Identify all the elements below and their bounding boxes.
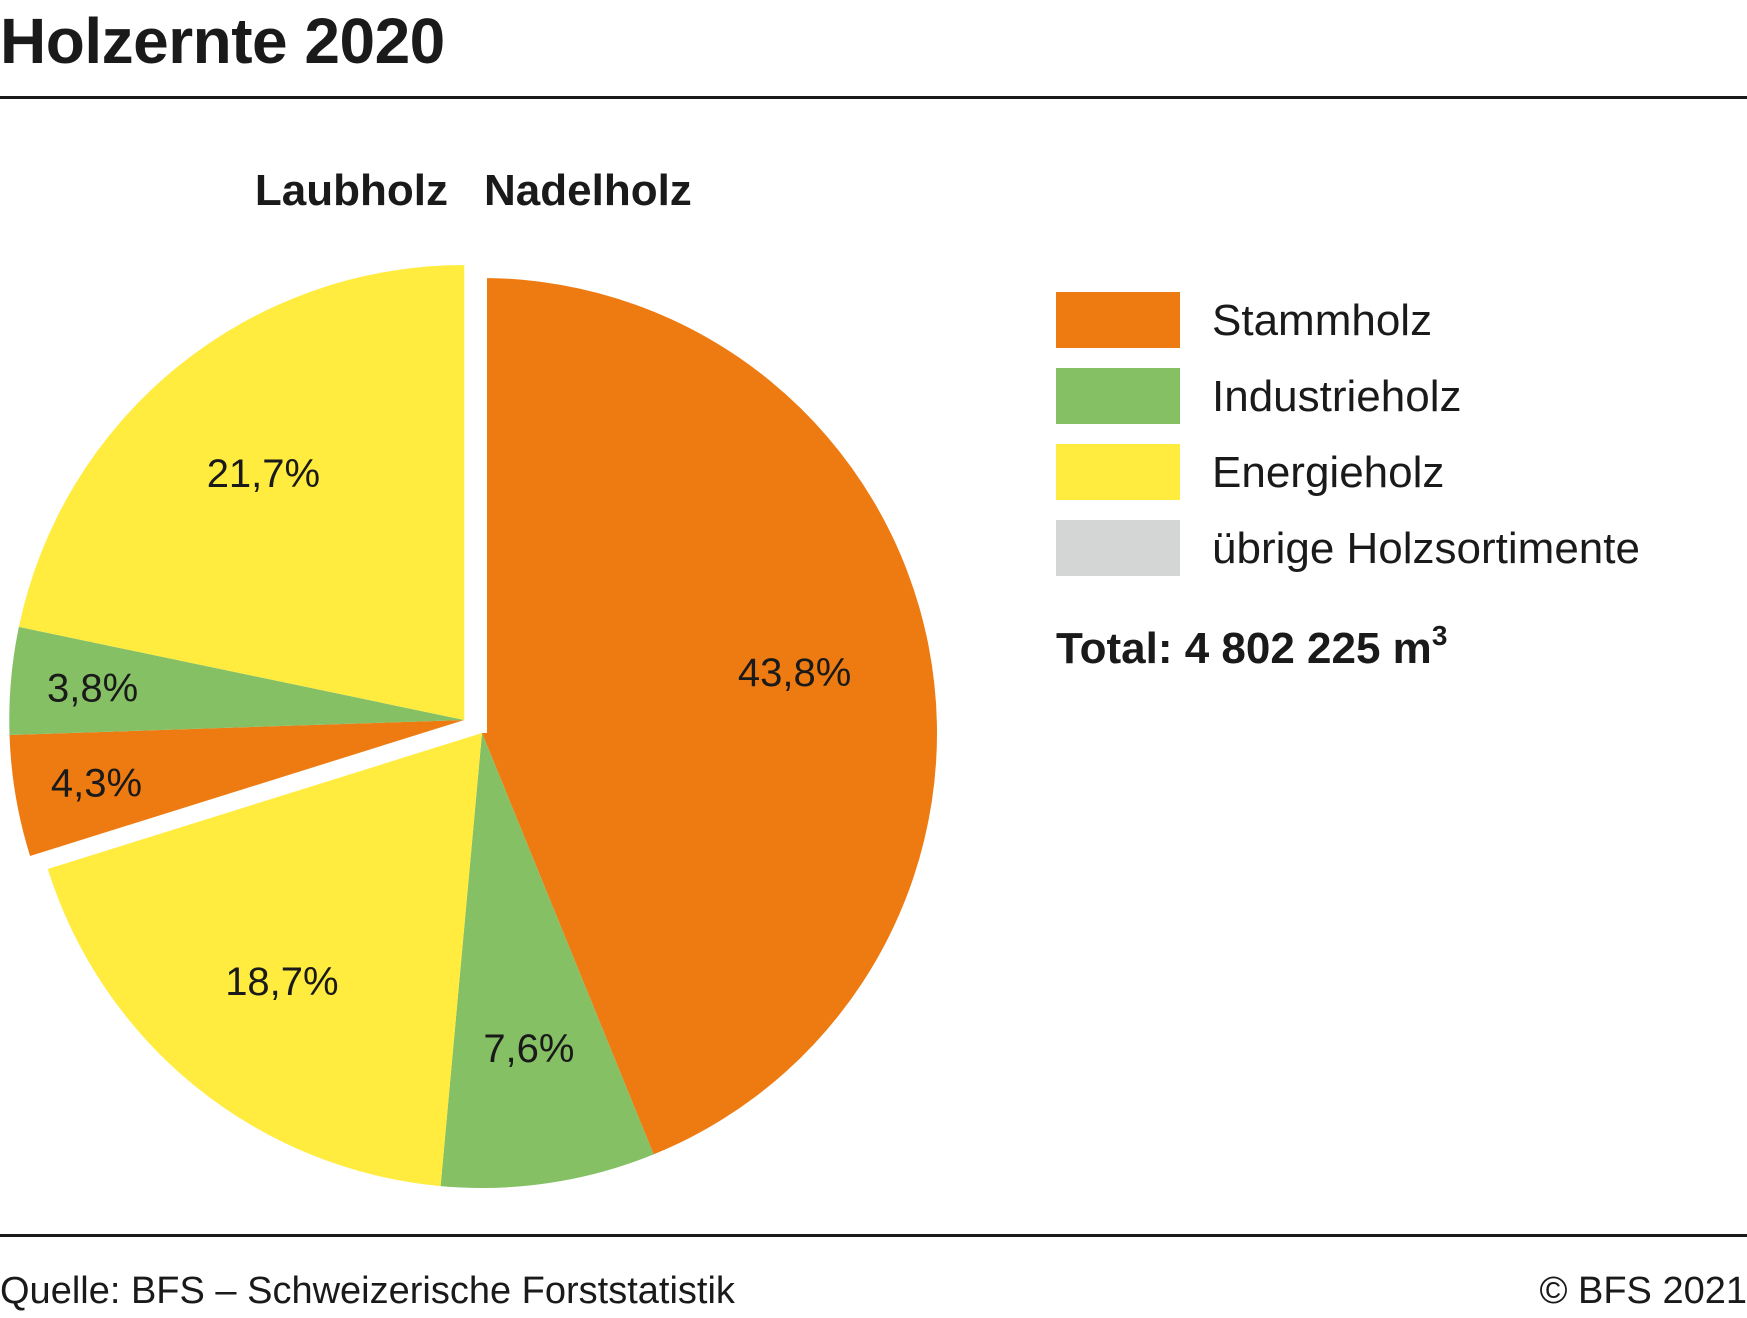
- legend-item-stammholz: Stammholz: [1056, 292, 1696, 348]
- legend-label: Energieholz: [1212, 448, 1445, 497]
- legend-swatch: [1056, 444, 1180, 500]
- pie-slice-label: 21,7%: [207, 452, 320, 496]
- legend-label: Industrieholz: [1212, 372, 1462, 421]
- top-rule: [0, 96, 1747, 99]
- pie-slice-nadelholz-industrieholz: [440, 733, 654, 1189]
- pie-slice-laubholz-industrieholz: [9, 626, 465, 735]
- total-superscript: 3: [1431, 620, 1448, 651]
- bottom-rule: [0, 1234, 1747, 1237]
- pie-slice-label: 43,8%: [738, 651, 851, 695]
- legend-item-energieholz: Energieholz: [1056, 444, 1696, 500]
- legend-swatch: [1056, 368, 1180, 424]
- pie-slice-laubholz-stammholz: [9, 719, 465, 856]
- source-note: Quelle: BFS – Schweizerische Forststatis…: [0, 1270, 735, 1312]
- total-text: Total: 4 802 225 m: [1056, 624, 1432, 673]
- pie-chart: 43,8% 7,6% 18,7% 4,3% 3,8% 21,7% Laubholz Nad…: [9, 166, 937, 1189]
- copyright-note: © BFS 2021: [1539, 1270, 1747, 1312]
- pie-slice-label: 7,6%: [483, 1027, 574, 1071]
- legend-label: übrige Holzsortimente: [1212, 524, 1640, 573]
- chart-title: Holzernte 2020: [0, 5, 445, 77]
- pie-slice-label: 3,8%: [47, 667, 138, 711]
- pie-slice-laubholz-energieholz: [18, 264, 465, 720]
- pie-slice-nadelholz-energieholz: [47, 733, 482, 1187]
- total-volume: Total: 4 802 225 m3: [1056, 620, 1447, 674]
- pie-slice-label: 4,3%: [51, 761, 142, 805]
- legend-item-industrieholz: Industrieholz: [1056, 368, 1696, 424]
- group-label-laubholz: Laubholz: [255, 166, 448, 215]
- pie-slice-label: 18,7%: [225, 960, 338, 1004]
- legend-swatch: [1056, 520, 1180, 576]
- legend-item-uebrige: übrige Holzsortimente: [1056, 520, 1696, 576]
- group-label-nadelholz: Nadelholz: [484, 166, 692, 215]
- legend-label: Stammholz: [1212, 296, 1433, 345]
- legend-swatch: [1056, 292, 1180, 348]
- pie-slice-nadelholz-stammholz: [482, 278, 937, 1155]
